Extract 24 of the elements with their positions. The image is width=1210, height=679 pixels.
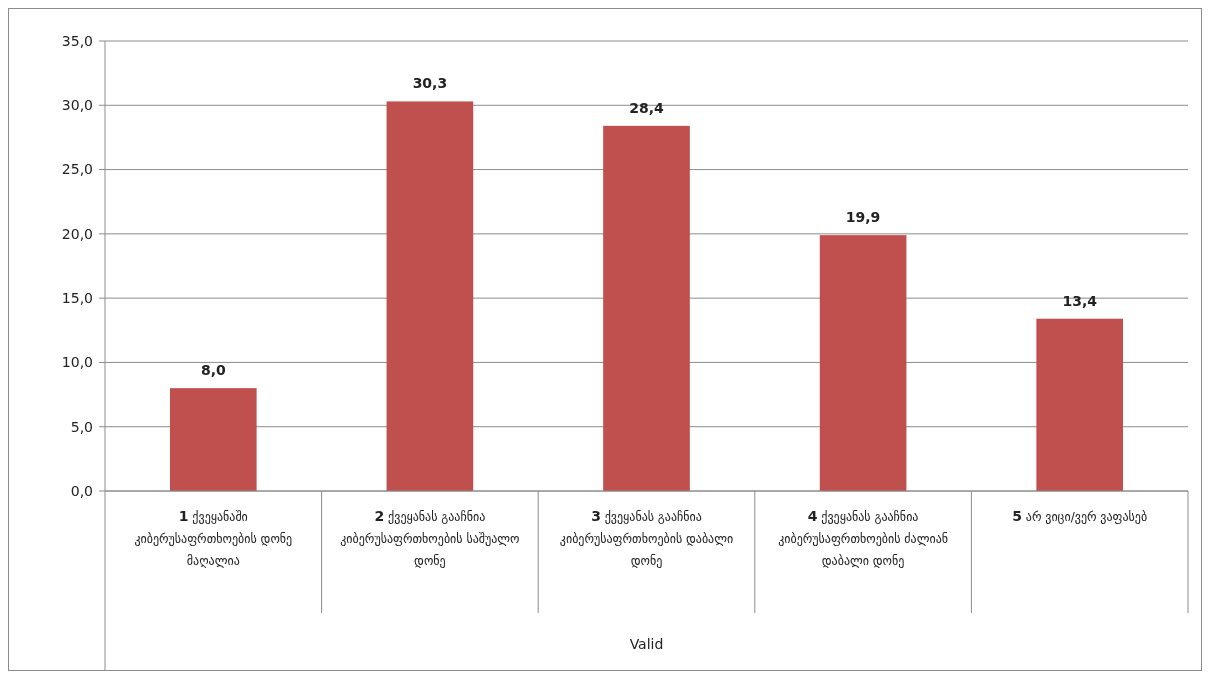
data-label: 13,4 xyxy=(1062,292,1098,309)
bar xyxy=(603,125,690,491)
category-label: 1 ქვეყანაში კიბერუსაფრთხოების დონე მაღალია xyxy=(134,508,293,568)
bar xyxy=(169,388,257,491)
data-label: 8,0 xyxy=(200,362,226,379)
y-tick-label: 5,0 xyxy=(70,418,93,435)
y-tick-label: 30,0 xyxy=(61,97,93,114)
data-label: 30,3 xyxy=(412,75,448,92)
bar xyxy=(819,235,907,491)
y-tick-label: 0,0 xyxy=(70,482,93,499)
text: Valid xyxy=(629,636,664,653)
data-label: 28,4 xyxy=(629,99,665,116)
category-label: 2 ქვეყანას გააჩნია კიბერუსაფრთხოების საშუალო დონე xyxy=(340,508,520,568)
y-tick-label: 15,0 xyxy=(61,290,93,307)
y-tick-label: 25,0 xyxy=(61,161,93,178)
y-tick-label: 20,0 xyxy=(61,225,93,242)
bar xyxy=(1036,318,1124,491)
y-tick-label: 10,0 xyxy=(61,354,93,371)
bar xyxy=(386,101,474,491)
x-tick-label: 5 არ ვიცი/ვერ ვაფასებ xyxy=(1012,508,1148,524)
y-tick-label: 35,0 xyxy=(61,32,93,49)
category-label: 3 ქვეყანას გააჩნია კიბერუსაფრთხოების დაბალი დონე xyxy=(559,508,734,568)
data-label: 19,9 xyxy=(845,209,881,226)
category-label: 4 ქვეყანას გააჩნია კიბერუსაფრთხოების ძალიან დაბალი დონე xyxy=(778,508,949,568)
